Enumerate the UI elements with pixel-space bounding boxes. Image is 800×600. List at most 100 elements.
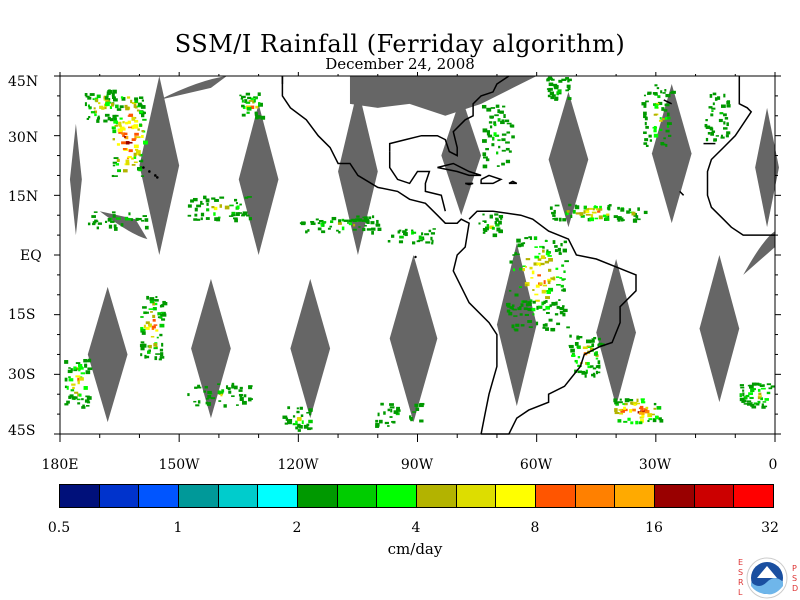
rain-pixel: [105, 99, 111, 104]
rain-pixel: [726, 122, 729, 127]
rain-pixel: [726, 100, 731, 103]
rain-pixel: [492, 136, 495, 141]
colorbar-units: cm/day: [387, 540, 443, 558]
rain-pixel: [523, 307, 528, 311]
rain-pixel: [159, 348, 164, 352]
rain-pixel: [96, 94, 101, 99]
rain-pixel: [478, 222, 481, 225]
rain-pixel: [331, 216, 337, 221]
rain-pixel: [723, 93, 726, 98]
rain-pixel: [597, 343, 600, 347]
rain-pixel: [514, 293, 519, 297]
rain-pixel: [648, 418, 653, 421]
rain-pixel: [643, 210, 648, 215]
rain-pixel: [253, 98, 256, 103]
colorbar-tick-8: 8: [530, 520, 540, 536]
rain-pixel: [284, 422, 289, 425]
rain-pixel: [159, 304, 163, 308]
rain-pixel: [415, 407, 420, 411]
rain-pixel: [112, 161, 117, 164]
rain-pixel: [111, 127, 115, 130]
rain-pixel: [71, 383, 76, 386]
rain-pixel: [93, 211, 98, 213]
rain-pixel: [538, 305, 543, 309]
rain-pixel: [125, 162, 130, 166]
rain-pixel: [552, 83, 558, 87]
rain-pixel: [141, 134, 144, 138]
rain-pixel: [74, 391, 79, 394]
rain-pixel: [112, 138, 116, 141]
rain-pixel: [770, 385, 776, 388]
rain-pixel: [653, 133, 659, 138]
rain-pixel: [579, 212, 584, 216]
rain-pixel: [618, 401, 623, 404]
rain-pixel: [118, 130, 123, 134]
rain-pixel: [377, 227, 382, 232]
rain-pixel: [187, 214, 192, 217]
coastline: [706, 76, 775, 236]
rain-pixel: [241, 99, 244, 103]
rain-pixel: [592, 208, 595, 211]
rain-pixel: [556, 283, 561, 286]
rain-pixel: [298, 424, 303, 429]
rain-pixel: [567, 79, 570, 83]
rain-pixel: [748, 384, 754, 389]
rain-pixel: [248, 217, 253, 221]
rain-pixel: [116, 158, 120, 162]
rain-pixel: [141, 99, 145, 102]
rain-pixel: [194, 386, 198, 389]
rain-pixel: [566, 326, 570, 329]
island-hawaii: [148, 170, 151, 173]
rain-pixel: [362, 216, 366, 219]
rain-pixel: [594, 217, 599, 220]
rain-pixel: [565, 77, 569, 80]
rain-pixel: [576, 336, 580, 340]
rain-pixel: [643, 104, 647, 108]
rain-pixel: [577, 356, 581, 359]
rain-pixel: [619, 412, 624, 415]
rain-pixel: [247, 96, 252, 100]
rain-pixel: [228, 390, 232, 394]
rain-pixel: [555, 267, 559, 270]
rain-pixel: [632, 218, 638, 223]
rain-pixel: [602, 214, 607, 218]
rain-pixel: [297, 429, 301, 432]
rain-pixel: [321, 230, 326, 234]
rain-pixel: [89, 93, 95, 96]
rain-pixel: [726, 100, 731, 105]
rain-pixel: [536, 262, 541, 266]
rain-pixel: [416, 240, 421, 243]
rain-pixel: [554, 98, 558, 101]
rain-pixel: [643, 142, 648, 145]
rain-pixel: [375, 422, 378, 426]
rain-pixel: [260, 115, 266, 120]
rain-pixel: [498, 214, 504, 219]
rain-pixel: [520, 324, 525, 327]
rain-pixel: [591, 338, 595, 342]
date-subtitle: December 24, 2008: [325, 55, 475, 73]
rain-pixel: [637, 218, 641, 221]
rain-pixel: [107, 89, 113, 94]
rain-pixel: [231, 384, 235, 389]
rain-pixel: [348, 219, 352, 223]
colorbar-swatch: [496, 485, 537, 507]
rain-pixel: [617, 419, 622, 423]
rain-pixel: [522, 242, 526, 245]
rain-pixel: [636, 398, 639, 403]
rain-pixel: [148, 344, 152, 349]
rain-pixel: [628, 398, 634, 402]
rain-pixel: [155, 353, 160, 355]
rain-pixel: [546, 311, 550, 315]
rain-pixel: [296, 407, 299, 410]
rain-pixel: [525, 303, 529, 307]
rain-pixel: [558, 251, 562, 254]
rain-pixel: [524, 237, 529, 240]
rain-pixel: [652, 418, 657, 423]
rain-pixel: [590, 214, 594, 218]
rain-pixel: [205, 397, 209, 400]
rain-pixel: [556, 305, 560, 309]
rain-pixel: [158, 358, 162, 361]
rain-pixel: [140, 341, 145, 344]
rain-pixel: [665, 93, 669, 98]
rain-pixel: [542, 246, 545, 249]
